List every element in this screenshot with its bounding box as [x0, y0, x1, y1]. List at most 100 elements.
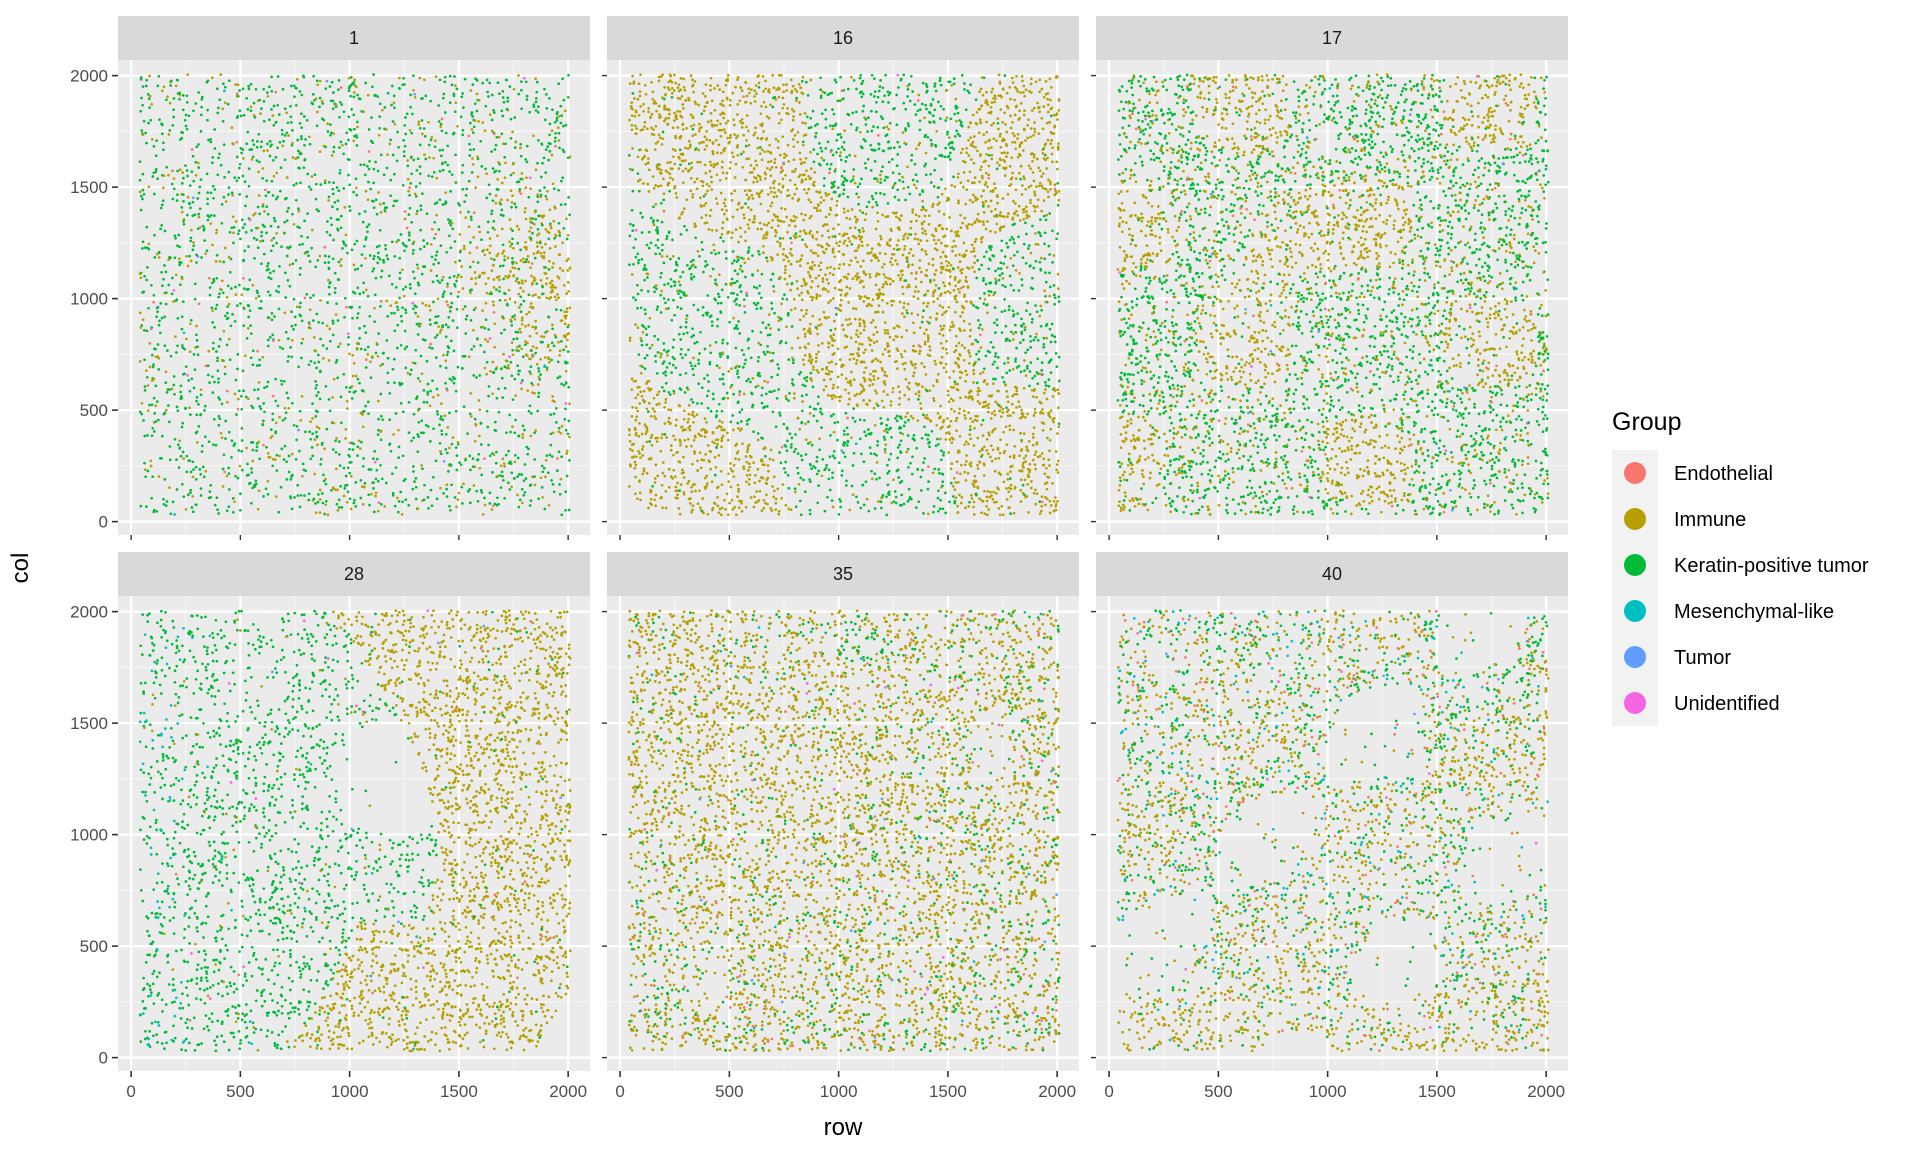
data-point — [300, 93, 304, 97]
data-point — [539, 340, 543, 344]
data-point — [747, 482, 751, 486]
data-point — [1032, 179, 1036, 183]
data-point — [308, 430, 312, 434]
data-point — [372, 181, 376, 185]
data-point — [382, 351, 385, 355]
data-point — [564, 490, 568, 494]
data-point — [821, 280, 825, 283]
data-point — [736, 208, 739, 211]
data-point — [334, 450, 338, 454]
data-point — [703, 135, 707, 139]
data-point — [629, 464, 632, 468]
data-point — [733, 259, 736, 262]
data-point — [196, 197, 200, 200]
data-point — [332, 150, 335, 154]
data-point — [931, 114, 935, 118]
data-point — [300, 395, 304, 398]
data-point — [532, 252, 536, 256]
data-point — [418, 172, 422, 176]
data-point — [204, 364, 208, 368]
data-point — [730, 277, 734, 281]
data-point — [336, 345, 340, 349]
data-point — [713, 109, 717, 112]
data-point — [939, 449, 943, 453]
data-point — [947, 400, 951, 404]
data-point — [435, 274, 439, 278]
data-point — [899, 431, 902, 435]
data-point — [515, 345, 519, 349]
data-point — [509, 318, 512, 322]
data-point — [1044, 381, 1047, 384]
data-point — [338, 100, 342, 104]
data-point — [803, 332, 807, 336]
data-point — [142, 192, 146, 196]
data-point — [314, 502, 317, 505]
data-point — [366, 400, 370, 404]
data-point — [209, 137, 213, 141]
data-point — [386, 315, 389, 318]
data-point — [542, 251, 546, 254]
data-point — [837, 288, 841, 292]
data-point — [737, 320, 740, 323]
data-point — [249, 105, 253, 109]
data-point — [672, 73, 676, 77]
data-point — [454, 446, 458, 449]
data-point — [1024, 221, 1027, 225]
data-point — [150, 353, 154, 357]
data-point — [245, 195, 249, 198]
data-point — [777, 512, 781, 516]
data-point — [886, 332, 890, 335]
data-point — [151, 475, 155, 479]
data-point — [303, 494, 306, 497]
data-point — [302, 75, 306, 79]
data-point — [537, 138, 540, 142]
data-point — [178, 260, 181, 264]
data-point — [516, 456, 520, 460]
data-point — [757, 85, 761, 89]
data-point — [175, 298, 179, 301]
data-point — [768, 168, 772, 172]
data-point — [562, 150, 566, 154]
data-point — [245, 96, 249, 100]
data-point — [376, 509, 380, 513]
data-point — [162, 174, 166, 178]
data-point — [433, 202, 437, 206]
data-point — [859, 506, 863, 510]
data-point — [531, 383, 535, 387]
data-point — [519, 142, 523, 146]
data-point — [1017, 204, 1021, 208]
data-point — [427, 304, 431, 308]
data-point — [515, 224, 519, 228]
data-point — [716, 324, 719, 328]
data-point — [545, 329, 549, 333]
data-point — [864, 166, 868, 170]
data-point — [837, 395, 841, 399]
data-point — [904, 415, 908, 419]
data-point — [390, 103, 393, 107]
data-point — [557, 430, 561, 433]
data-point — [327, 199, 330, 202]
data-point — [940, 313, 944, 317]
data-point — [980, 104, 983, 108]
data-point — [501, 478, 505, 482]
data-point — [156, 343, 160, 346]
data-point — [451, 319, 455, 322]
data-point — [411, 252, 415, 255]
data-point — [429, 323, 432, 326]
data-point — [500, 132, 504, 136]
data-point — [558, 375, 562, 378]
data-point — [808, 508, 812, 512]
data-point — [508, 297, 512, 301]
data-point — [1008, 274, 1012, 278]
data-point — [414, 497, 418, 501]
data-point — [396, 305, 399, 309]
data-point — [153, 347, 156, 351]
data-point — [869, 93, 873, 96]
data-point — [920, 270, 923, 274]
data-point — [994, 355, 997, 358]
data-point — [192, 353, 196, 356]
data-point — [934, 89, 938, 93]
data-point — [255, 289, 259, 293]
data-point — [927, 223, 931, 226]
data-point — [826, 290, 830, 293]
